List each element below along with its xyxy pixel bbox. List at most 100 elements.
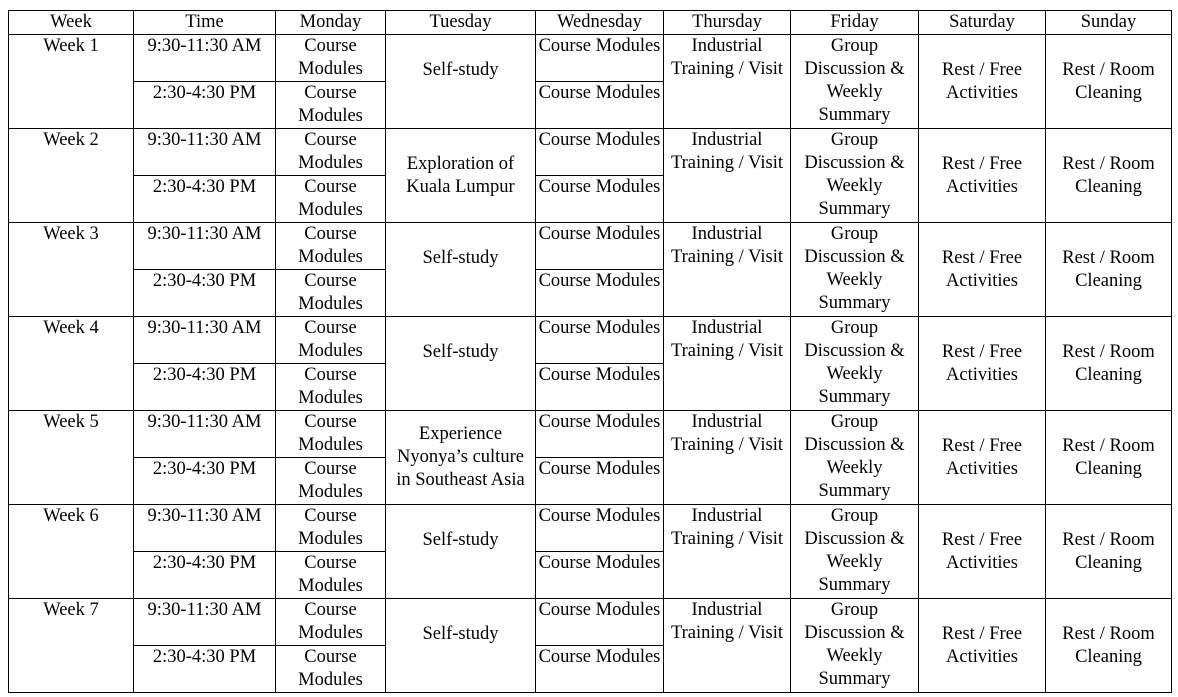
monday-cell: Course Modules	[275, 363, 386, 411]
wednesday-cell: Course Modules	[535, 598, 664, 646]
week-cell: Week 7	[8, 598, 134, 693]
wednesday-cell: Course Modules	[535, 410, 664, 458]
time-cell: 2:30-4:30 PM	[133, 551, 276, 599]
table-row: 2:30-4:30 PM Course Modules Course Modules	[9, 81, 1172, 129]
saturday-cell: Rest / Free Activities	[918, 316, 1046, 411]
thursday-cell: Industrial Training / Visit	[663, 222, 791, 317]
friday-cell: Group Discussion & Weekly Summary	[790, 504, 919, 599]
sunday-cell: Rest / Room Cleaning	[1045, 128, 1172, 223]
friday-cell: Group Discussion & Weekly Summary	[790, 34, 919, 129]
time-cell: 2:30-4:30 PM	[133, 457, 276, 505]
tuesday-cell: Experience Nyonya’s culture in Southeast…	[385, 410, 536, 505]
sunday-cell: Rest / Room Cleaning	[1045, 598, 1172, 693]
wednesday-cell: Course Modules	[535, 504, 664, 552]
wednesday-cell: Course Modules	[535, 551, 664, 599]
wednesday-cell: Course Modules	[535, 363, 664, 411]
week-cell: Week 1	[8, 34, 134, 129]
sunday-cell: Rest / Room Cleaning	[1045, 34, 1172, 129]
table-row: 2:30-4:30 PM Course Modules Course Modules	[9, 645, 1172, 693]
wednesday-cell: Course Modules	[535, 34, 664, 82]
table-row: 2:30-4:30 PM Course Modules Course Modules	[9, 457, 1172, 505]
header-monday: Monday	[275, 10, 386, 35]
monday-cell: Course Modules	[275, 551, 386, 599]
monday-cell: Course Modules	[275, 34, 386, 82]
header-saturday: Saturday	[918, 10, 1046, 35]
friday-cell: Group Discussion & Weekly Summary	[790, 316, 919, 411]
time-cell: 9:30-11:30 AM	[133, 222, 276, 270]
table-row: Week 1 9:30-11:30 AM Course Modules Self-st…	[8, 34, 1172, 129]
thursday-cell: Industrial Training / Visit	[663, 504, 791, 599]
header-row: Week Time Monday Tuesday Wednesday Thursday Fr…	[8, 10, 1172, 35]
header-week: Week	[8, 10, 134, 35]
wednesday-cell: Course Modules	[535, 81, 664, 129]
sunday-cell: Rest / Room Cleaning	[1045, 504, 1172, 599]
sunday-cell: Rest / Room Cleaning	[1045, 410, 1172, 505]
saturday-cell: Rest / Free Activities	[918, 34, 1046, 129]
time-cell: 2:30-4:30 PM	[133, 175, 276, 223]
saturday-cell: Rest / Free Activities	[918, 410, 1046, 505]
time-cell: 2:30-4:30 PM	[133, 81, 276, 129]
time-cell: 2:30-4:30 PM	[133, 363, 276, 411]
monday-cell: Course Modules	[275, 316, 386, 364]
saturday-cell: Rest / Free Activities	[918, 128, 1046, 223]
time-cell: 2:30-4:30 PM	[133, 645, 276, 693]
wednesday-cell: Course Modules	[535, 175, 664, 223]
table-row: Week 7 9:30-11:30 AM Course Modules Self-st…	[8, 598, 1172, 693]
monday-cell: Course Modules	[275, 128, 386, 176]
header-time: Time	[133, 10, 276, 35]
time-cell: 9:30-11:30 AM	[133, 504, 276, 552]
tuesday-cell: Exploration of Kuala Lumpur	[385, 128, 536, 223]
monday-cell: Course Modules	[275, 457, 386, 505]
time-cell: 9:30-11:30 AM	[133, 316, 276, 364]
week-cell: Week 2	[8, 128, 134, 223]
table-row: Week 3 9:30-11:30 AM Course Modules Self-st…	[8, 222, 1172, 317]
thursday-cell: Industrial Training / Visit	[663, 598, 791, 693]
time-cell: 9:30-11:30 AM	[133, 128, 276, 176]
table-row: 2:30-4:30 PM Course Modules Course Modules	[9, 269, 1172, 317]
monday-cell: Course Modules	[275, 598, 386, 646]
week-cell: Week 6	[8, 504, 134, 599]
time-cell: 9:30-11:30 AM	[133, 410, 276, 458]
saturday-cell: Rest / Free Activities	[918, 504, 1046, 599]
tuesday-cell: Self-study	[385, 34, 536, 129]
week-cell: Week 3	[8, 222, 134, 317]
time-cell: 9:30-11:30 AM	[133, 598, 276, 646]
table-row: Week 5 9:30-11:30 AM Course Modules Experie…	[8, 410, 1172, 505]
table-row: 2:30-4:30 PM Course Modules Course Modules	[9, 363, 1172, 411]
header-friday: Friday	[790, 10, 919, 35]
weekly-schedule-table: Week Time Monday Tuesday Wednesday Thursday Fr…	[8, 10, 1172, 693]
wednesday-cell: Course Modules	[535, 457, 664, 505]
week-cell: Week 4	[8, 316, 134, 411]
table-row: 2:30-4:30 PM Course Modules Course Modules	[9, 551, 1172, 599]
tuesday-cell: Self-study	[385, 504, 536, 599]
sunday-cell: Rest / Room Cleaning	[1045, 316, 1172, 411]
monday-cell: Course Modules	[275, 81, 386, 129]
tuesday-cell: Self-study	[385, 316, 536, 411]
friday-cell: Group Discussion & Weekly Summary	[790, 128, 919, 223]
table-row: Week 2 9:30-11:30 AM Course Modules Explora…	[8, 128, 1172, 223]
wednesday-cell: Course Modules	[535, 316, 664, 364]
saturday-cell: Rest / Free Activities	[918, 598, 1046, 693]
tuesday-cell: Self-study	[385, 222, 536, 317]
week-cell: Week 5	[8, 410, 134, 505]
monday-cell: Course Modules	[275, 175, 386, 223]
header-thursday: Thursday	[663, 10, 791, 35]
sunday-cell: Rest / Room Cleaning	[1045, 222, 1172, 317]
table-row: 2:30-4:30 PM Course Modules Course Modules	[9, 175, 1172, 223]
monday-cell: Course Modules	[275, 269, 386, 317]
monday-cell: Course Modules	[275, 504, 386, 552]
thursday-cell: Industrial Training / Visit	[663, 128, 791, 223]
table-row: Week 4 9:30-11:30 AM Course Modules Self-st…	[8, 316, 1172, 411]
friday-cell: Group Discussion & Weekly Summary	[790, 598, 919, 693]
monday-cell: Course Modules	[275, 645, 386, 693]
monday-cell: Course Modules	[275, 222, 386, 270]
header-wednesday: Wednesday	[535, 10, 664, 35]
thursday-cell: Industrial Training / Visit	[663, 34, 791, 129]
wednesday-cell: Course Modules	[535, 128, 664, 176]
thursday-cell: Industrial Training / Visit	[663, 410, 791, 505]
time-cell: 9:30-11:30 AM	[133, 34, 276, 82]
header-tuesday: Tuesday	[385, 10, 536, 35]
friday-cell: Group Discussion & Weekly Summary	[790, 410, 919, 505]
wednesday-cell: Course Modules	[535, 222, 664, 270]
time-cell: 2:30-4:30 PM	[133, 269, 276, 317]
